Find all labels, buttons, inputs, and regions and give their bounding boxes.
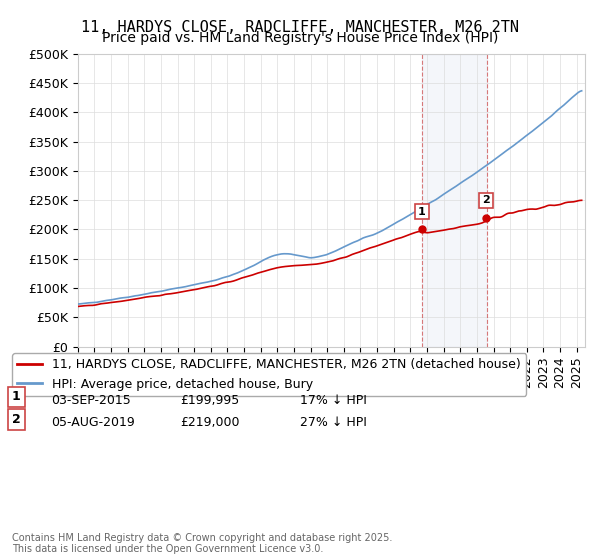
Text: £199,995: £199,995	[180, 394, 239, 407]
Text: Price paid vs. HM Land Registry's House Price Index (HPI): Price paid vs. HM Land Registry's House …	[102, 31, 498, 45]
Text: 2: 2	[12, 413, 21, 426]
Legend: 11, HARDYS CLOSE, RADCLIFFE, MANCHESTER, M26 2TN (detached house), HPI: Average : 11, HARDYS CLOSE, RADCLIFFE, MANCHESTER,…	[12, 353, 526, 396]
Text: 2: 2	[482, 195, 490, 206]
Text: 1: 1	[418, 207, 426, 217]
Text: 27% ↓ HPI: 27% ↓ HPI	[300, 416, 367, 430]
Text: 11, HARDYS CLOSE, RADCLIFFE, MANCHESTER, M26 2TN: 11, HARDYS CLOSE, RADCLIFFE, MANCHESTER,…	[81, 20, 519, 35]
Text: Contains HM Land Registry data © Crown copyright and database right 2025.
This d: Contains HM Land Registry data © Crown c…	[12, 533, 392, 554]
Bar	[422, 54, 487, 347]
Text: 1: 1	[12, 390, 21, 403]
Text: 17% ↓ HPI: 17% ↓ HPI	[300, 394, 367, 407]
Text: 05-AUG-2019: 05-AUG-2019	[51, 416, 135, 430]
Text: 03-SEP-2015: 03-SEP-2015	[51, 394, 131, 407]
Text: £219,000: £219,000	[180, 416, 239, 430]
